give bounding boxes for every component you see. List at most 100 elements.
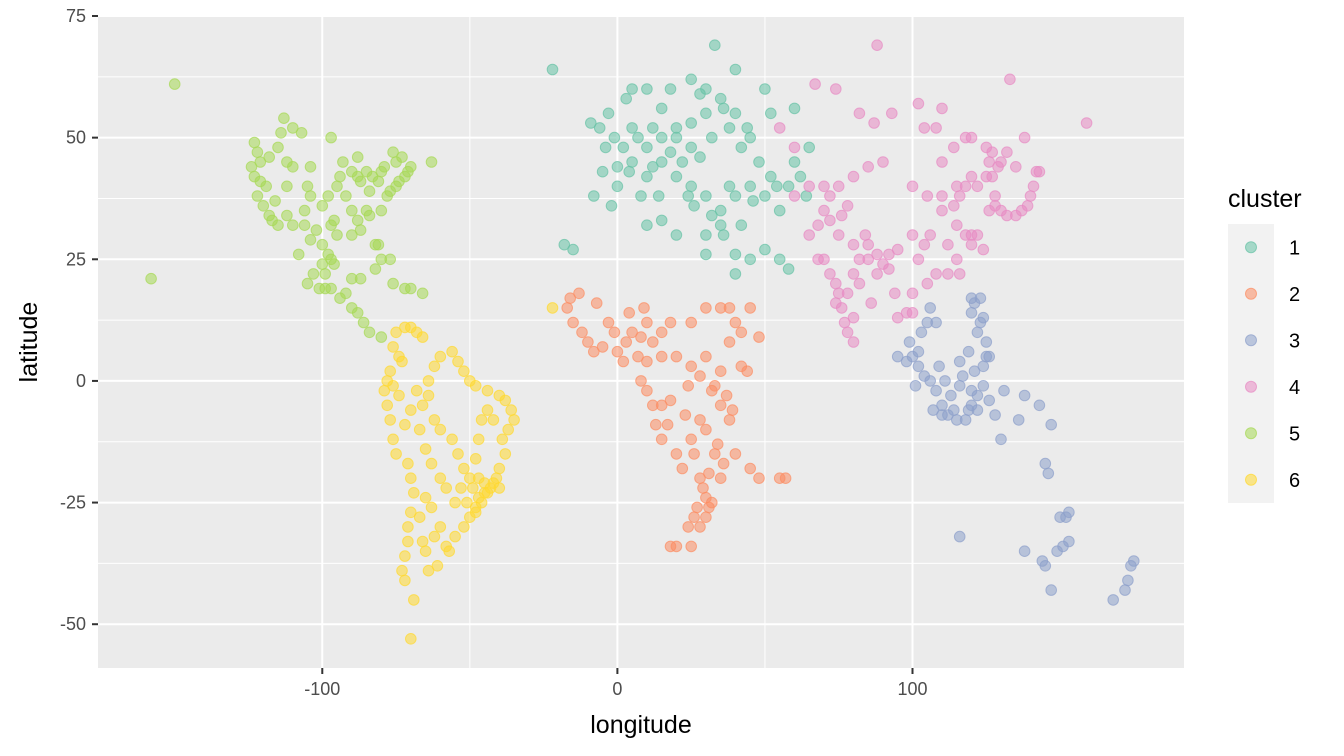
data-point [709,448,721,460]
data-point [405,161,417,173]
data-point [682,521,695,533]
data-point [405,282,417,295]
data-point [322,190,335,202]
data-point [647,122,659,134]
data-point [558,238,571,251]
data-point [405,404,417,416]
data-point [818,204,830,217]
data-point [257,200,270,212]
data-point [567,316,579,329]
data-point [1045,418,1057,431]
data-point [408,594,420,606]
data-point [626,156,638,168]
data-point [703,467,715,480]
data-point [891,311,904,324]
y-tick-label: 0 [76,371,86,391]
data-point [714,472,727,485]
data-point [588,190,600,202]
data-point [287,161,299,173]
data-point [714,92,727,105]
data-point [325,131,337,144]
data-point [906,180,919,193]
data-point [741,365,754,378]
data-point [428,360,441,373]
data-point [700,302,712,314]
data-point [803,180,816,193]
data-point [723,414,736,426]
data-point [953,530,966,543]
data-point [847,238,860,251]
data-point [723,302,736,314]
data-point [467,482,479,494]
data-point [608,131,621,144]
data-point [369,263,382,275]
legend: cluster 1 2 3 4 5 6 [1228,185,1302,503]
data-point [726,404,739,416]
data-point [918,122,931,134]
data-point [983,350,996,363]
data-point [396,355,408,368]
data-point [723,336,736,348]
data-point [847,336,860,348]
data-point [679,409,692,421]
data-point [611,180,624,193]
data-point [481,487,494,499]
data-point [664,394,677,407]
data-point [723,180,736,193]
data-point [936,102,948,115]
data-point [670,448,683,460]
data-point [883,263,895,275]
data-point [709,39,721,52]
data-point [384,414,397,426]
data-point [626,83,638,95]
data-point [357,316,370,329]
data-point [248,136,261,149]
data-point [493,462,506,475]
data-point [824,268,836,280]
data-point [927,404,940,416]
data-point [499,448,512,460]
data-point [841,287,854,300]
data-point [685,433,698,446]
data-point [717,229,730,241]
data-point [331,229,343,241]
data-point [877,156,889,168]
data-point [493,389,506,402]
data-point [759,243,771,256]
data-point [977,380,990,392]
data-point [717,102,730,115]
data-point [422,564,435,577]
data-point [714,204,727,217]
data-point [694,88,706,100]
data-point [325,282,337,295]
data-point [369,238,382,251]
data-point [647,336,659,348]
data-point [588,345,600,358]
y-tick-label: -25 [60,493,86,513]
data-point [620,92,633,105]
data-point [847,311,860,324]
series-cluster-5 [145,78,438,343]
data-point [354,175,367,188]
data-point [706,209,718,222]
legend-key-5 [1245,427,1257,440]
data-point [641,219,653,231]
data-point [685,73,698,86]
data-point [664,146,677,158]
data-point [431,560,444,572]
data-point [924,302,937,314]
data-point [685,180,698,193]
data-point [921,277,934,290]
data-point [735,141,748,154]
data-point [487,414,500,426]
data-point [449,496,461,509]
data-point [405,506,417,519]
data-point [670,540,683,553]
data-point [1024,190,1037,202]
data-point [830,297,842,309]
data-point [788,156,801,168]
data-point [410,384,423,397]
x-axis-ticks: -100 0 100 [304,668,928,699]
data-point [921,190,934,202]
data-point [416,399,429,412]
